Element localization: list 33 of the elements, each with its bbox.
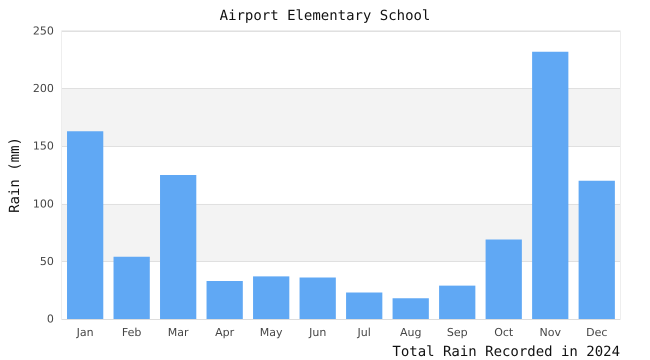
- y-tick-label: 100: [32, 197, 54, 210]
- y-tick-label: 150: [32, 140, 54, 153]
- x-tick-label: Sep: [446, 326, 468, 339]
- x-tick-label: Jul: [356, 326, 371, 339]
- bar: [114, 256, 150, 319]
- bar: [67, 131, 104, 319]
- bar: [300, 278, 336, 319]
- y-tick-label: 200: [32, 82, 54, 96]
- x-axis-title: Total Rain Recorded in 2024: [392, 344, 620, 360]
- chart-title: Airport Elementary School: [220, 8, 430, 24]
- x-tick-label: Apr: [215, 326, 235, 339]
- bar: [160, 175, 196, 319]
- x-tick-label: May: [260, 326, 284, 339]
- x-tick-label: Jan: [76, 326, 94, 339]
- x-tick-label: Oct: [494, 326, 514, 339]
- bar: [439, 286, 476, 319]
- y-tick-label: 50: [40, 254, 54, 268]
- bar: [253, 276, 290, 319]
- y-axis-title: Rain (mm): [7, 137, 23, 213]
- x-tick-label: Feb: [122, 326, 142, 339]
- x-tick-label: Jun: [308, 326, 326, 339]
- bar: [392, 298, 429, 319]
- bar: [532, 52, 568, 319]
- bar: [486, 240, 522, 319]
- x-tick-label: Dec: [586, 326, 608, 339]
- x-tick-label: Mar: [168, 326, 190, 339]
- x-tick-label: Aug: [400, 326, 422, 339]
- y-tick-label: 0: [46, 312, 54, 326]
- x-tick-label: Nov: [540, 326, 562, 339]
- y-tick-label: 250: [32, 24, 54, 38]
- bar: [346, 292, 382, 319]
- bar: [206, 280, 243, 319]
- bar: [578, 180, 615, 319]
